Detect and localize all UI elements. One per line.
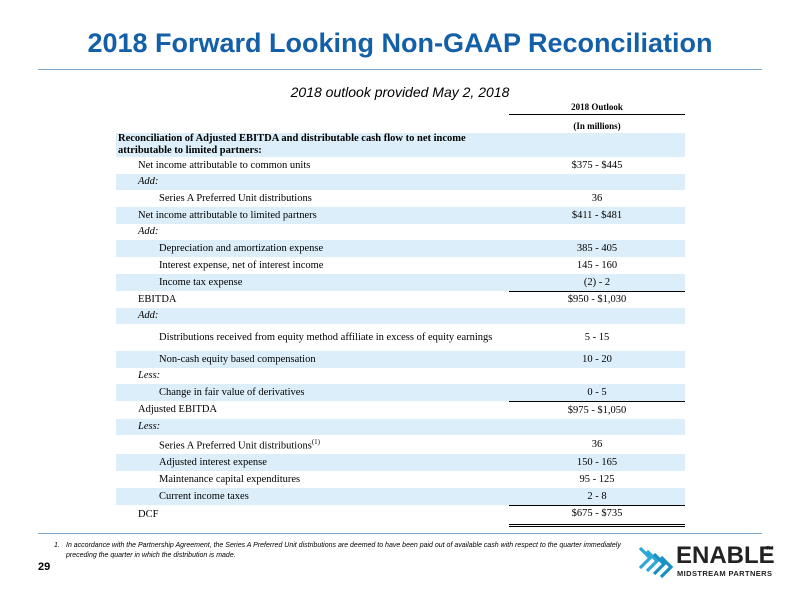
row-label: Adjusted EBITDA [138,404,218,415]
row-label: Depreciation and amortization expense [159,242,324,254]
row-label: Maintenance capital expenditures [159,473,301,485]
footnote-number: 1. [54,542,60,549]
enable-logo: ENABLE TM MIDSTREAM PARTNERS [634,542,775,582]
row-value: $975 - $1,050 [567,404,627,416]
row-label: Series A Preferred Unit distributions [159,192,312,204]
row-label: Less: [138,370,161,381]
logo-wordmark: ENABLE [676,542,775,569]
row-value: 36 [509,190,685,208]
row-value: 95 - 125 [579,474,615,485]
row-value: 10 - 20 [582,354,612,365]
page-title: 2018 Forward Looking Non-GAAP Reconcilia… [87,28,713,58]
row-label: Less: [138,421,161,432]
enable-chevron-icon [638,546,674,579]
footnote: 1. In accordance with the Partnership Ag… [54,541,626,561]
footer-divider [38,533,762,534]
logo-tagline: MIDSTREAM PARTNERS [677,569,773,578]
column-header-rule [509,114,685,115]
column-header: 2018 Outlook [571,102,623,112]
table-row: Reconciliation of Adjusted EBITDA and di… [116,133,685,157]
row-value: (2) - 2 [509,274,685,292]
row-label: Add: [138,226,159,237]
row-value: $675 - $735 [509,504,685,527]
table-row: Distributions received from equity metho… [116,324,685,351]
row-label: Reconciliation of Adjusted EBITDA and di… [118,133,466,156]
page-subtitle: 2018 outlook provided May 2, 2018 [290,84,510,100]
row-value: 5 - 15 [584,332,610,343]
row-label: Add: [138,310,159,321]
row-value: 385 - 405 [576,243,618,254]
table-row: Income tax expense (2) - 2 [116,274,685,292]
row-value: $375 - $445 [571,160,623,171]
row-label: Income tax expense [159,276,243,288]
logo-trademark: TM [766,546,774,552]
table-row: Adjusted EBITDA $975 - $1,050 [116,401,685,419]
row-value: 150 - 165 [576,457,618,468]
title-divider [38,69,762,70]
row-value: 145 - 160 [576,260,618,271]
row-value: 0 - 5 [509,384,685,402]
table-row: Series A Preferred Unit distributions(1)… [116,435,685,454]
row-label: Add: [138,176,159,187]
column-units: (In millions) [573,121,621,131]
row-label: EBITDA [138,293,177,305]
row-label: Adjusted interest expense [159,456,267,468]
footnote-text: In accordance with the Partnership Agree… [66,542,621,559]
row-label-text: Series A Preferred Unit distributions [159,440,312,452]
row-label: Non-cash equity based compensation [159,353,316,365]
table-row: EBITDA $950 - $1,030 [116,291,685,308]
row-label: Interest expense, net of interest income [159,259,324,271]
row-value: 36 [591,439,603,450]
row-label: DCF [138,509,159,520]
reconciliation-table: Reconciliation of Adjusted EBITDA and di… [116,133,685,527]
row-label: Distributions received from equity metho… [159,331,493,343]
table-row: Series A Preferred Unit distributions 36 [116,190,685,208]
row-value: 2 - 8 [509,488,685,506]
row-value: $411 - $481 [571,210,623,221]
row-label: Series A Preferred Unit distributions(1) [116,436,509,453]
table-row: Non-cash equity based compensation 10 - … [116,351,685,368]
row-label: Net income attributable to common units [138,159,311,171]
table-row: DCF $675 - $735 [116,504,685,527]
row-label: Current income taxes [159,490,249,502]
table-row: Depreciation and amortization expense 38… [116,240,685,257]
table-row: Net income attributable to limited partn… [116,207,685,224]
table-row: Less: [116,368,685,384]
row-label: Change in fair value of derivatives [159,386,305,398]
table-row: Adjusted interest expense 150 - 165 [116,454,685,471]
page-number: 29 [38,561,51,573]
table-row: Less: [116,419,685,435]
table-row: Add: [116,174,685,190]
table-row: Add: [116,224,685,240]
table-row: Add: [116,308,685,324]
table-row: Maintenance capital expenditures 95 - 12… [116,471,685,488]
table-row: Change in fair value of derivatives 0 - … [116,384,685,402]
table-row: Net income attributable to common units … [116,157,685,174]
table-row: Current income taxes 2 - 8 [116,488,685,506]
row-value: $950 - $1,030 [567,294,627,305]
row-label: Net income attributable to limited partn… [138,209,317,221]
table-row: Interest expense, net of interest income… [116,257,685,274]
footnote-marker: (1) [311,438,320,447]
